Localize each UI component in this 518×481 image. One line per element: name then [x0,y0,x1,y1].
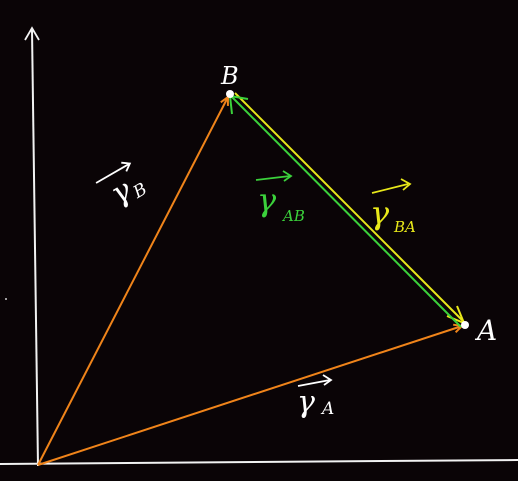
vector-r-a-overarrow-icon [297,379,331,387]
vector-r-a-label: γ A [297,374,334,420]
vector-r-ab [229,94,462,328]
vector-r-b-overarrow-icon [95,163,130,184]
vector-r-ba-label: γ BA [370,178,416,236]
vector-r-ab-glyph: γ [257,181,277,219]
vector-r-a-subscript: A [320,399,334,419]
vector-r-ba [234,92,466,324]
vector-r-ba-overarrow-icon [371,183,409,194]
vector-r-ab-overarrow-head-icon [282,170,293,182]
vector-r-ba-glyph: γ [370,194,390,232]
vector-r-a-overarrow-head-icon [322,374,333,386]
vector-r-ba-overarrow-head-icon [400,178,412,191]
vector-r-ab-subscript: AB [281,207,305,225]
y-axis-arrow-icon [24,26,40,41]
vector-r-ab-overarrow-icon [255,175,291,181]
point-b [226,90,234,98]
point-a [461,321,469,329]
x-axis [0,459,518,465]
vector-r-b-label: γ B [95,161,151,212]
stray-dot [5,298,7,300]
vector-r-ab-label: γ AB [255,170,305,225]
vector-r-ba-subscript: BA [393,218,416,236]
vector-r-a-glyph: γ [297,385,315,420]
point-b-label: B [220,62,239,90]
vector-r-a [37,326,462,466]
vector-r-b [37,97,228,466]
point-a-label: A [474,314,497,347]
vector-r-b-overarrow-head-icon [121,161,132,172]
y-axis [31,29,39,467]
